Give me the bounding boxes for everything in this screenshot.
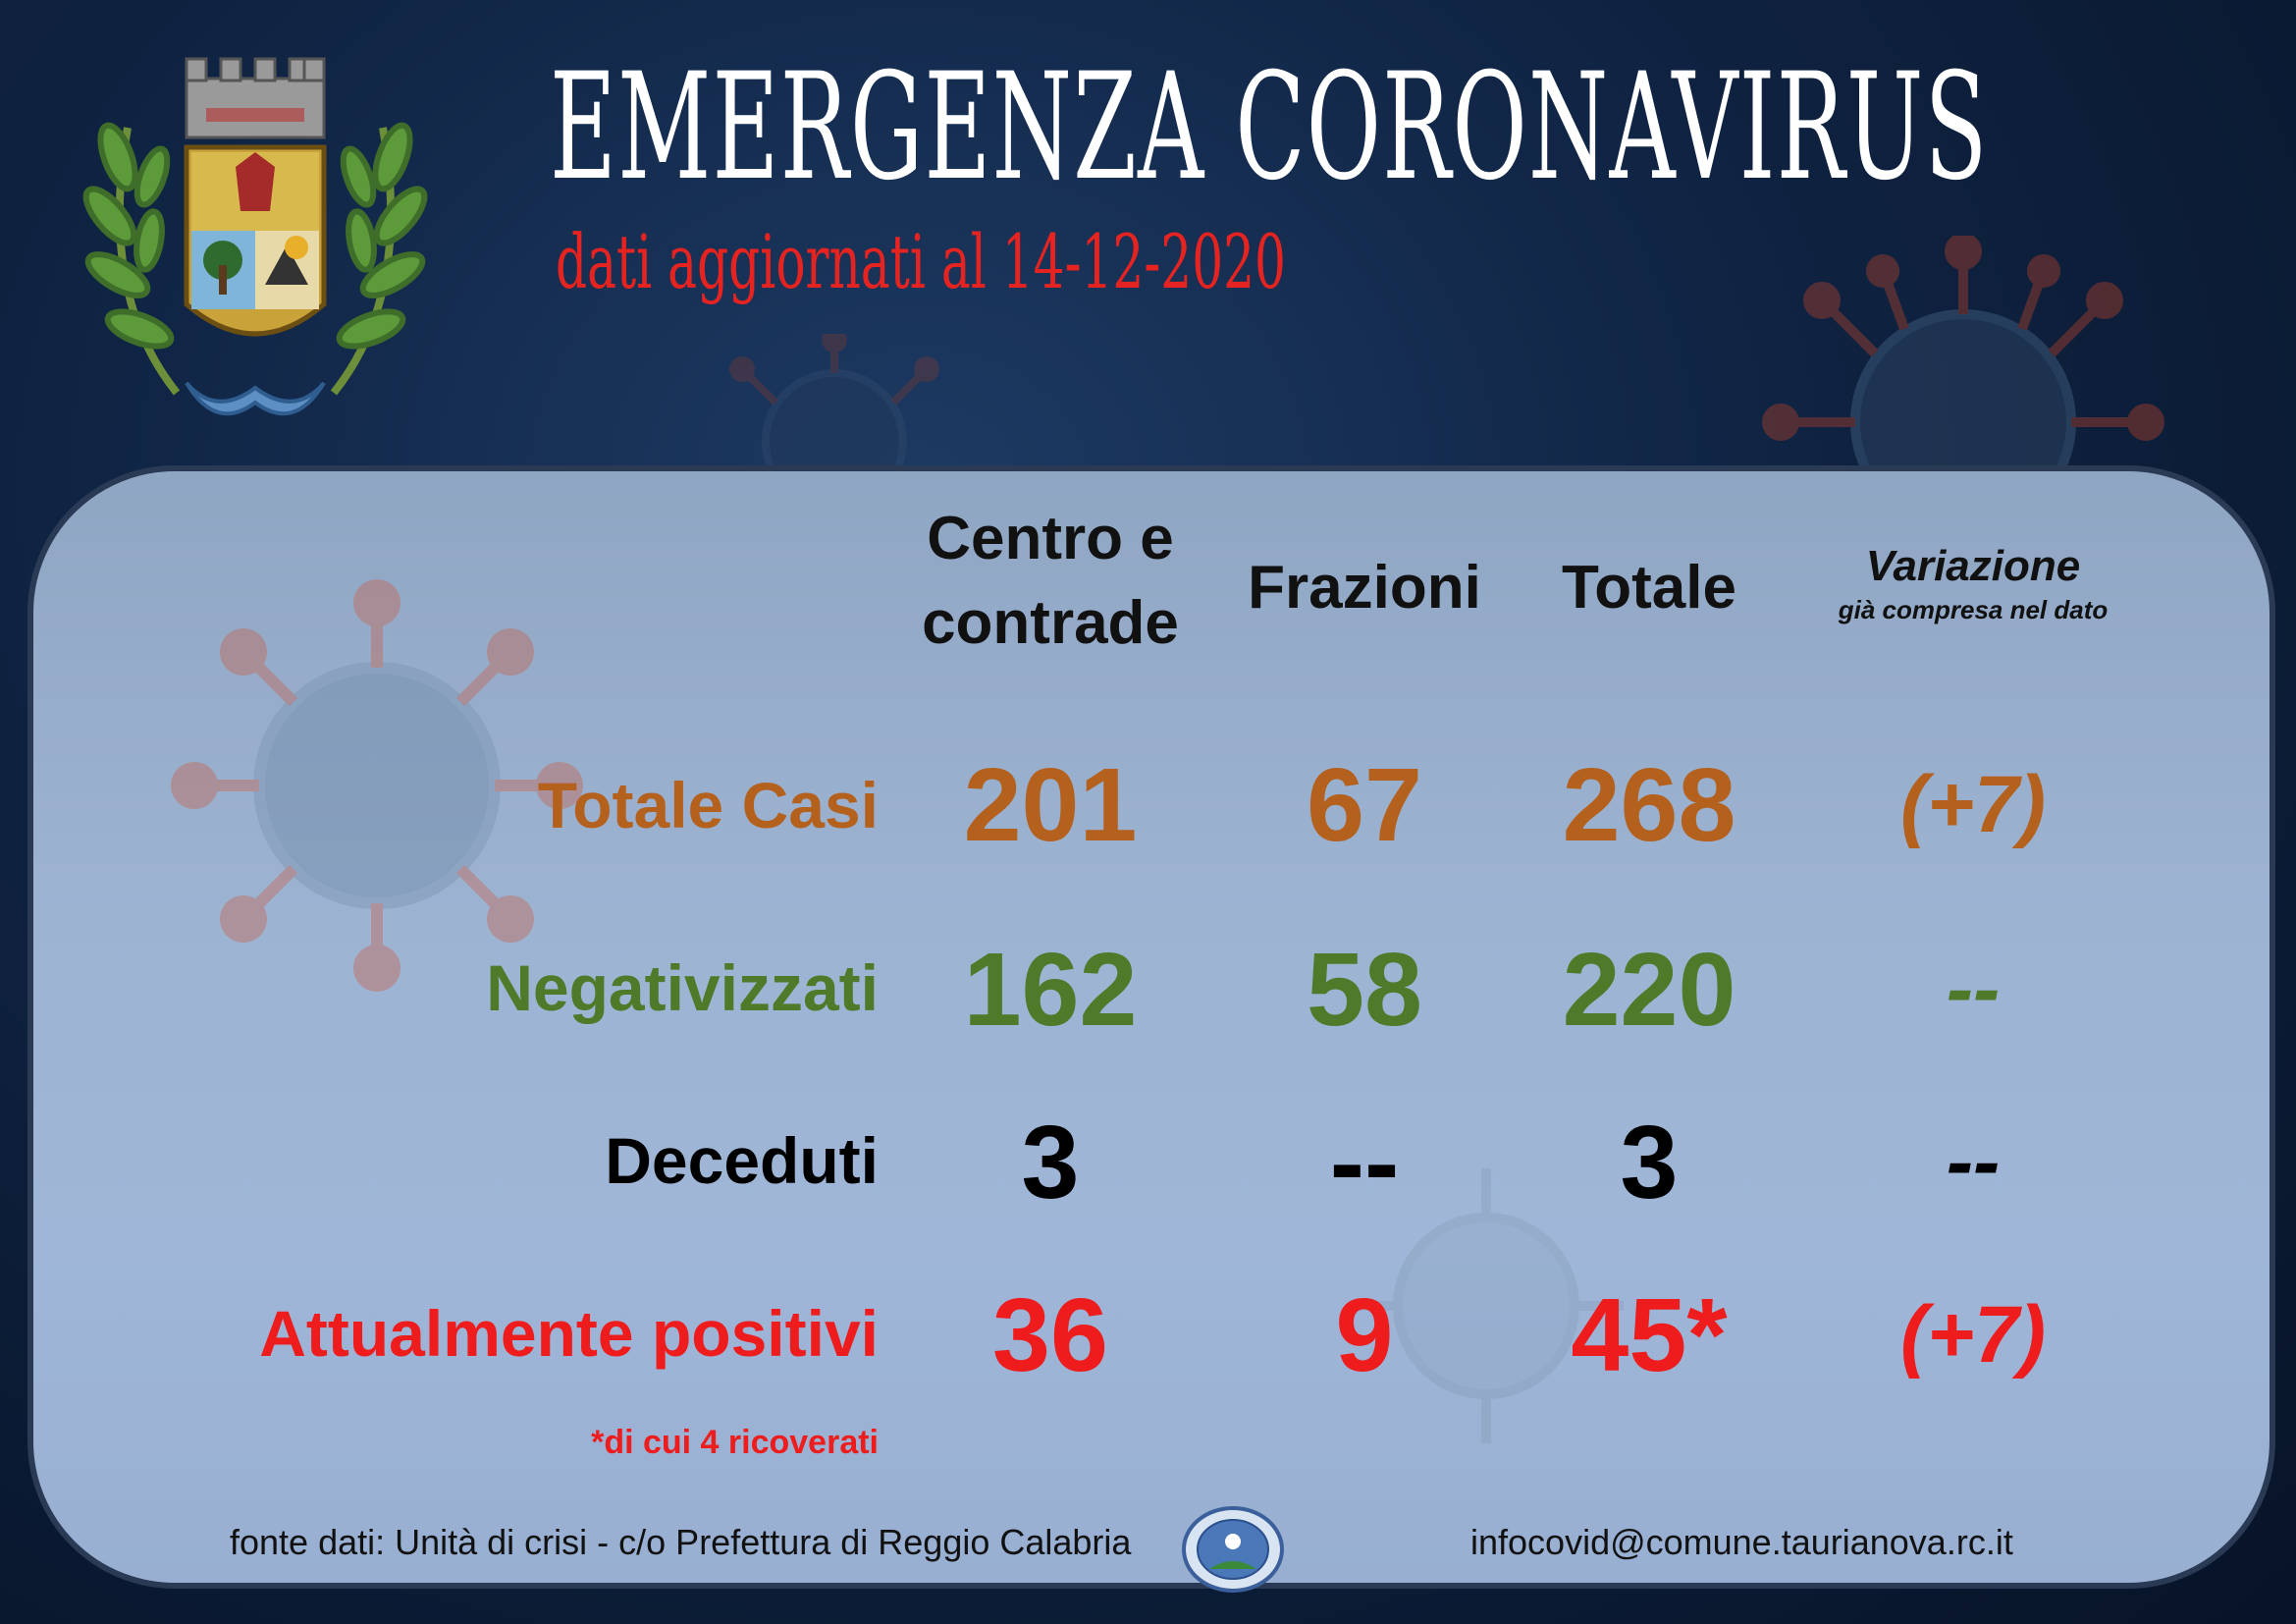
column-header-centro: Centro e contrade xyxy=(864,497,1237,666)
cell-negativizzati-centro: 162 xyxy=(963,932,1138,1048)
municipal-crest-icon xyxy=(82,57,428,416)
cell-deceduti-frazioni: -- xyxy=(1329,1105,1400,1220)
cell-deceduti-centro: 3 xyxy=(1021,1105,1080,1220)
cell-negativizzati-totale: 220 xyxy=(1562,932,1736,1048)
prefettura-seal-icon xyxy=(1182,1506,1284,1593)
variazione-subtitle: già compresa nel dato xyxy=(1838,595,2109,624)
row-label-deceduti: Deceduti xyxy=(605,1124,879,1197)
cell-attualmente-positivi-variazione: (+7) xyxy=(1899,1290,2047,1380)
cell-attualmente-positivi-centro: 36 xyxy=(992,1277,1108,1393)
virus-icon xyxy=(1349,1168,1624,1443)
cell-attualmente-positivi-frazioni: 9 xyxy=(1335,1277,1394,1393)
cell-totale-casi-variazione: (+7) xyxy=(1899,760,2047,849)
footnote-ricoverati: *di cui 4 ricoverati xyxy=(591,1424,879,1461)
cell-totale-casi-frazioni: 67 xyxy=(1307,747,1422,863)
cell-totale-casi-centro: 201 xyxy=(963,747,1138,863)
virus-icon xyxy=(171,579,583,992)
page-title: EMERGENZA CORONAVIRUS xyxy=(550,42,1989,213)
row-label-attualmente-positivi: Attualmente positivi xyxy=(259,1297,879,1370)
cell-attualmente-positivi-totale: 45* xyxy=(1571,1277,1728,1393)
contact-email-link[interactable]: infocovid@comune.taurianova.rc.it xyxy=(1470,1522,2013,1562)
data-source: fonte dati: Unità di crisi - c/o Prefett… xyxy=(230,1522,1132,1562)
row-label-negativizzati: Negativizzati xyxy=(486,951,879,1024)
data-panel xyxy=(27,465,2275,1589)
column-header-frazioni: Frazioni xyxy=(1248,554,1481,622)
date-subtitle: dati aggiornati al 14-12-2020 xyxy=(556,218,1286,305)
row-label-totale-casi: Totale Casi xyxy=(537,769,879,841)
variazione-title: Variazione xyxy=(1865,542,2081,590)
cell-deceduti-variazione: -- xyxy=(1946,1117,2001,1207)
column-header-centro-line1: Centro e xyxy=(927,505,1174,572)
cell-negativizzati-frazioni: 58 xyxy=(1307,932,1422,1048)
cell-totale-casi-totale: 268 xyxy=(1562,747,1736,863)
cell-negativizzati-variazione: -- xyxy=(1946,945,2001,1034)
column-header-variazione: Variazione già compresa nel dato xyxy=(1777,540,2169,626)
cell-deceduti-totale: 3 xyxy=(1620,1105,1679,1220)
column-header-centro-line2: contrade xyxy=(922,589,1179,657)
virus-icon xyxy=(729,334,939,491)
column-header-totale: Totale xyxy=(1562,554,1736,622)
